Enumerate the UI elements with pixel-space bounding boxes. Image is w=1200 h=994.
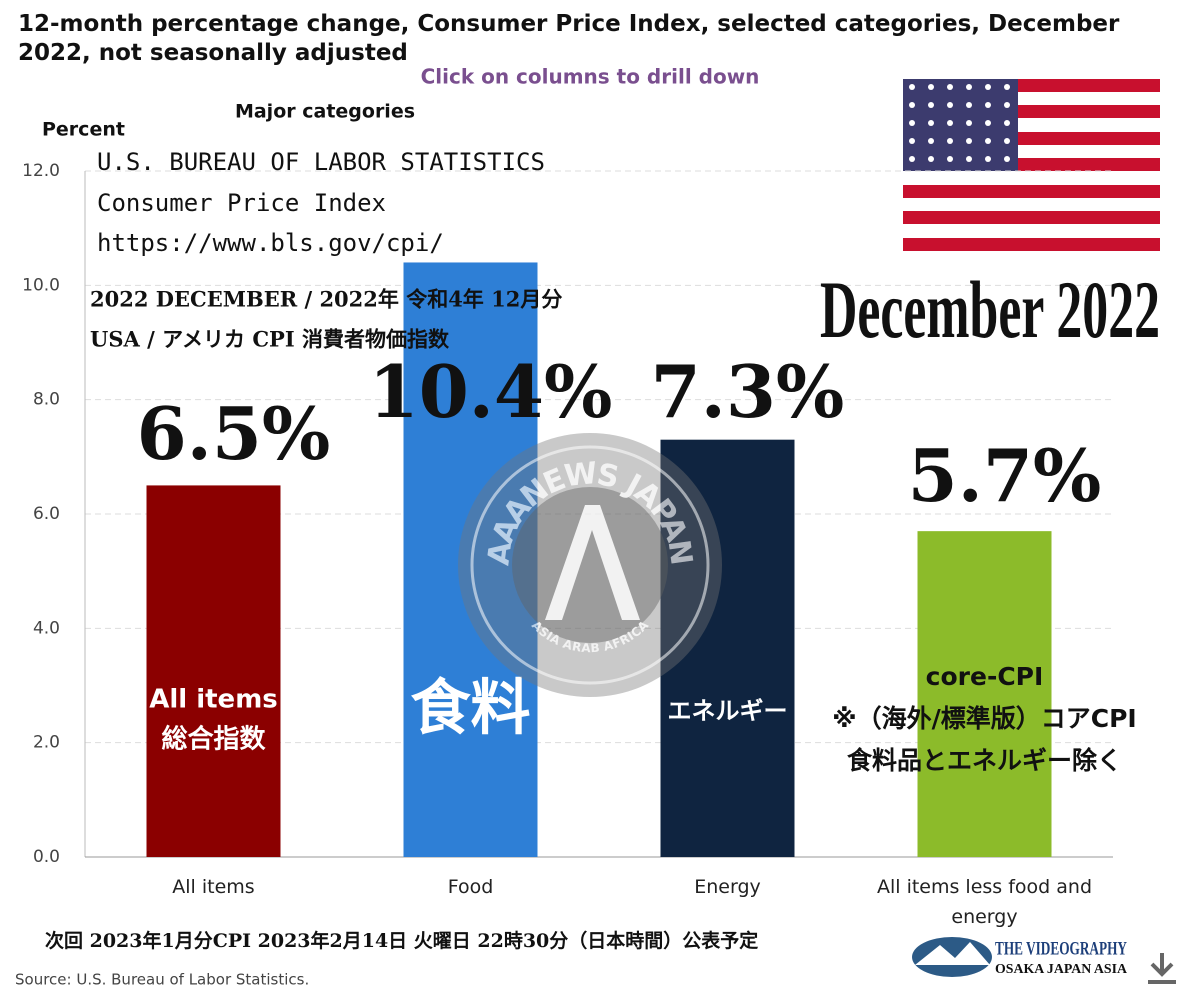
y-axis-label: Percent — [42, 119, 125, 141]
period-line: USA / アメリカ CPI 消費者物価指数 — [90, 327, 450, 352]
bar-label: エネルギー — [668, 697, 788, 725]
chart-title: 12-month percentage change, Consumer Pri… — [18, 11, 1120, 66]
value-label: 5.7% — [908, 433, 1102, 518]
y-tick-label: 0.0 — [33, 847, 60, 867]
bar-label: 食料 — [411, 674, 531, 744]
y-tick-label: 8.0 — [33, 390, 60, 410]
y-tick-label: 2.0 — [33, 733, 60, 753]
bar-label: 総合指数 — [161, 724, 266, 755]
x-tick-label: All items — [172, 876, 255, 898]
series-title: Major categories — [235, 101, 415, 123]
next-release: 次回 2023年1月分CPI 2023年2月14日 火曜日 22時30分（日本時… — [45, 929, 758, 952]
bls-line: U.S. BUREAU OF LABOR STATISTICS — [97, 148, 545, 176]
logo-text: THE VIDEOGRAPHY — [995, 938, 1127, 959]
bar[interactable] — [660, 439, 795, 857]
source: Source: U.S. Bureau of Labor Statistics. — [15, 971, 309, 989]
y-tick-label: 10.0 — [22, 275, 60, 295]
x-tick-label: All items less food and energy — [876, 876, 1093, 928]
period-line: 2022 DECEMBER / 2022年 令和4年 12月分 — [90, 287, 562, 312]
bar-label: All items — [149, 685, 278, 715]
value-label: 7.3% — [651, 349, 845, 434]
bar-label: core-CPI — [926, 662, 1044, 691]
bls-line: Consumer Price Index — [97, 189, 386, 217]
bar[interactable] — [917, 531, 1052, 857]
us-flag — [903, 79, 1160, 251]
value-label: 10.4% — [369, 349, 613, 434]
y-tick-label: 4.0 — [33, 618, 60, 638]
bls-line: https://www.bls.gov/cpi/ — [97, 229, 444, 257]
bar[interactable] — [146, 485, 281, 857]
bar-label: ※（海外/標準版）コアCPI — [832, 704, 1136, 733]
x-tick-label: Energy — [694, 876, 761, 898]
watermark: AAANEWS JAPAN ASIA ARAB AFRICA — [458, 433, 722, 697]
subtitle[interactable]: Click on columns to drill down — [421, 65, 760, 89]
x-tick-label: Food — [447, 876, 494, 898]
y-tick-label: 12.0 — [22, 161, 60, 181]
plot-area: 0.0 2.0 4.0 6.0 8.0 10.0 12.0 All items 総合指数 食料 エネ… — [22, 161, 1137, 867]
value-label: 6.5% — [137, 391, 331, 476]
logo-subtext: OSAKA JAPAN ASIA — [995, 962, 1128, 977]
logo: THE VIDEOGRAPHY OSAKA JAPAN ASIA — [912, 937, 1128, 977]
download-button[interactable] — [1148, 953, 1176, 984]
bar-label: 食料品とエネルギー除く — [847, 746, 1122, 775]
y-tick-label: 6.0 — [33, 504, 60, 524]
headline: December 2022 — [820, 264, 1160, 355]
